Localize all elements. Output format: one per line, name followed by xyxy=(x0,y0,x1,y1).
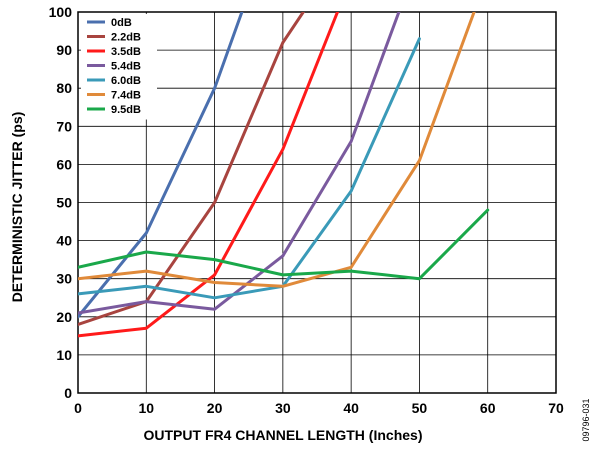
series-lines xyxy=(78,12,490,338)
y-axis-label: DETERMINISTIC JITTER (ps) xyxy=(9,112,25,303)
series-line-3-5dB xyxy=(78,12,339,338)
legend-item-label: 2.2dB xyxy=(111,32,141,44)
legend-item-label: 3.5dB xyxy=(111,46,141,58)
y-tick-label: 50 xyxy=(56,195,72,211)
y-tick-label: 40 xyxy=(56,233,72,249)
x-tick-label: 40 xyxy=(343,400,359,416)
series-line-9-5dB xyxy=(78,208,490,281)
legend: 0dB 2.2dB 3.5dB 5.4dB 6.0dB 7.4dB 9.5dB xyxy=(81,14,157,120)
plot-frame xyxy=(77,11,557,394)
x-tick-label: 70 xyxy=(548,400,564,416)
x-tick-label: 60 xyxy=(480,400,496,416)
series-line-7-4dB xyxy=(78,12,476,288)
y-tick-label: 80 xyxy=(56,80,72,96)
y-tick-label: 10 xyxy=(56,347,72,363)
y-tick-label: 70 xyxy=(56,118,72,134)
legend-item-label: 5.4dB xyxy=(111,61,141,73)
x-tick-label: 50 xyxy=(412,400,428,416)
y-tick-label: 100 xyxy=(49,4,73,20)
series-line-2-2dB xyxy=(78,12,305,326)
y-tick-label: 0 xyxy=(64,385,72,401)
x-axis-label: OUTPUT FR4 CHANNEL LENGTH (Inches) xyxy=(144,427,423,443)
series-line-6-0dB xyxy=(78,37,421,300)
y-tick-label: 30 xyxy=(56,271,72,287)
x-tick-label: 10 xyxy=(138,400,154,416)
legend-item-label: 7.4dB xyxy=(111,90,141,102)
legend-item-label: 6.0dB xyxy=(111,75,141,87)
tick-labels: 0 10 20 30 40 50 60 70 80 90 100 0 10 20 30 40 50 60 70 xyxy=(49,4,564,416)
x-tick-label: 0 xyxy=(74,400,82,416)
y-tick-label: 60 xyxy=(56,156,72,172)
series-line-5-4dB xyxy=(78,12,401,315)
y-tick-label: 90 xyxy=(56,42,72,58)
y-tick-label: 20 xyxy=(56,309,72,325)
legend-item-label: 0dB xyxy=(111,17,132,29)
x-tick-label: 30 xyxy=(275,400,291,416)
legend-item-label: 9.5dB xyxy=(111,104,141,116)
x-tick-label: 20 xyxy=(207,400,223,416)
figure-id: 09796-031 xyxy=(581,398,591,441)
